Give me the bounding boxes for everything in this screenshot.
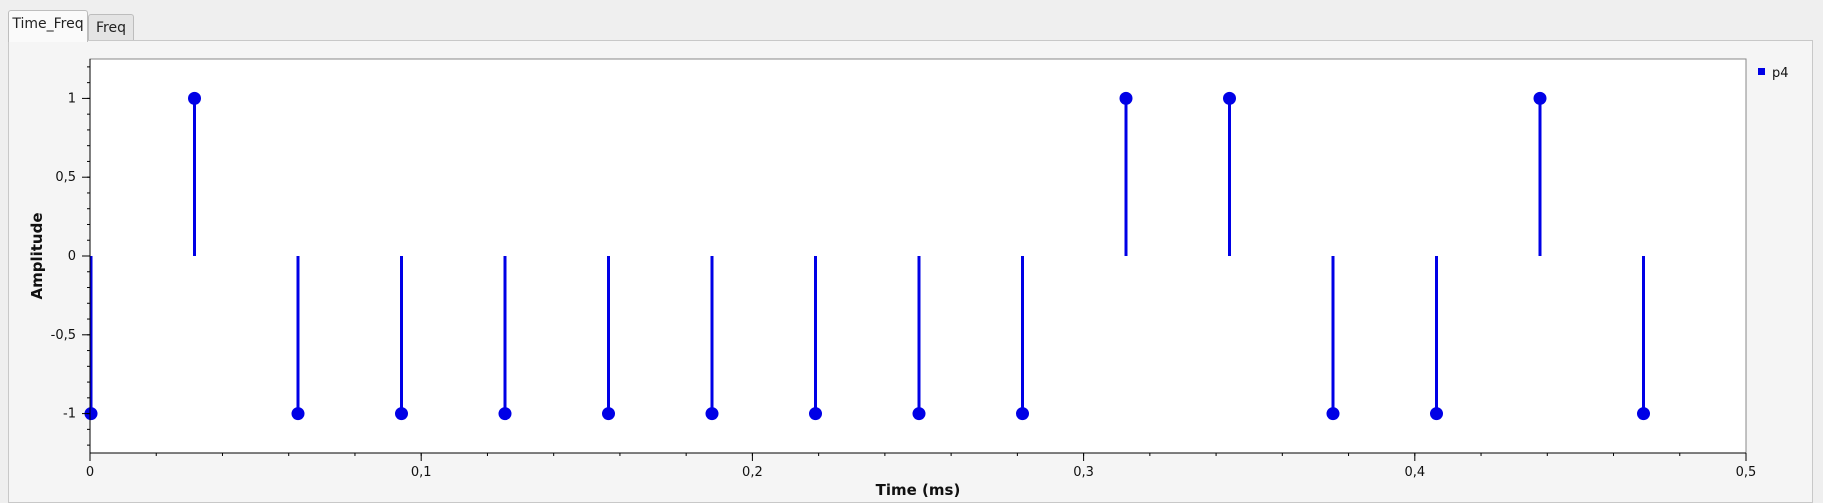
tab-time-freq-label: Time_Freq <box>12 16 84 32</box>
y-tick: -0,5 <box>51 328 90 343</box>
x-tick: 0,1 <box>411 453 432 480</box>
stem-marker[interactable] <box>1326 407 1340 421</box>
stem-marker[interactable] <box>602 407 615 421</box>
stem-marker[interactable] <box>291 407 305 421</box>
stem-marker[interactable] <box>1430 407 1443 421</box>
stem-marker[interactable] <box>84 407 98 421</box>
stem-point[interactable] <box>809 256 822 421</box>
stem-point[interactable] <box>1430 256 1443 421</box>
x-tick: 0,2 <box>742 453 763 480</box>
stem-marker[interactable] <box>809 407 822 421</box>
stem-marker[interactable] <box>705 407 719 421</box>
x-tick: 0,3 <box>1073 453 1094 480</box>
x-tick-label: 0,3 <box>1073 465 1094 480</box>
stem-point[interactable] <box>84 256 98 421</box>
x-axis-label: Time (ms) <box>876 481 961 499</box>
stem-point[interactable] <box>498 256 512 421</box>
x-tick: 0,4 <box>1404 453 1425 480</box>
legend-label-p4: p4 <box>1772 66 1789 81</box>
stem-point[interactable] <box>1533 91 1547 256</box>
legend-swatch-p4 <box>1758 68 1765 75</box>
y-tick-label: 0,5 <box>55 170 76 185</box>
legend: p4 <box>1758 66 1789 81</box>
stem-point[interactable] <box>1016 256 1029 421</box>
stem-marker[interactable] <box>1637 407 1650 421</box>
stem-point[interactable] <box>395 256 408 421</box>
stem-marker[interactable] <box>188 91 201 105</box>
y-tick-label: -0,5 <box>51 328 76 343</box>
stem-marker[interactable] <box>1223 91 1236 105</box>
y-tick-label: 1 <box>68 91 76 106</box>
x-tick: 0 <box>86 453 94 480</box>
x-tick-label: 0,4 <box>1404 465 1425 480</box>
stem-marker[interactable] <box>395 407 408 421</box>
x-tick: 0,5 <box>1736 453 1757 480</box>
x-tick-label: 0,5 <box>1736 465 1757 480</box>
stem-point[interactable] <box>1637 256 1650 421</box>
y-tick: 0 <box>68 249 90 264</box>
tab-freq-label: Freq <box>96 20 126 36</box>
x-tick-label: 0,1 <box>411 465 432 480</box>
x-tick-label: 0 <box>86 465 94 480</box>
stem-point[interactable] <box>291 256 305 421</box>
stem-point[interactable] <box>1326 256 1340 421</box>
stem-marker[interactable] <box>1016 407 1029 421</box>
tab-time-freq[interactable]: Time_Freq <box>8 10 88 42</box>
y-tick: 1 <box>68 91 90 106</box>
stem-marker[interactable] <box>1119 91 1133 105</box>
stem-point[interactable] <box>1223 91 1236 256</box>
stem-marker[interactable] <box>912 407 926 421</box>
tab-freq[interactable]: Freq <box>88 14 134 42</box>
stem-point[interactable] <box>1119 91 1133 256</box>
y-tick: -1 <box>63 407 90 422</box>
stem-point[interactable] <box>705 256 719 421</box>
stem-point[interactable] <box>602 256 615 421</box>
stem-marker[interactable] <box>498 407 512 421</box>
y-tick-label: -1 <box>63 407 76 422</box>
stem-point[interactable] <box>912 256 926 421</box>
stem-point[interactable] <box>188 91 201 256</box>
stem-marker[interactable] <box>1533 91 1547 105</box>
y-tick: 0,5 <box>55 170 90 185</box>
y-tick-label: 0 <box>68 249 76 264</box>
x-tick-label: 0,2 <box>742 465 763 480</box>
y-axis-label: Amplitude <box>28 212 46 299</box>
